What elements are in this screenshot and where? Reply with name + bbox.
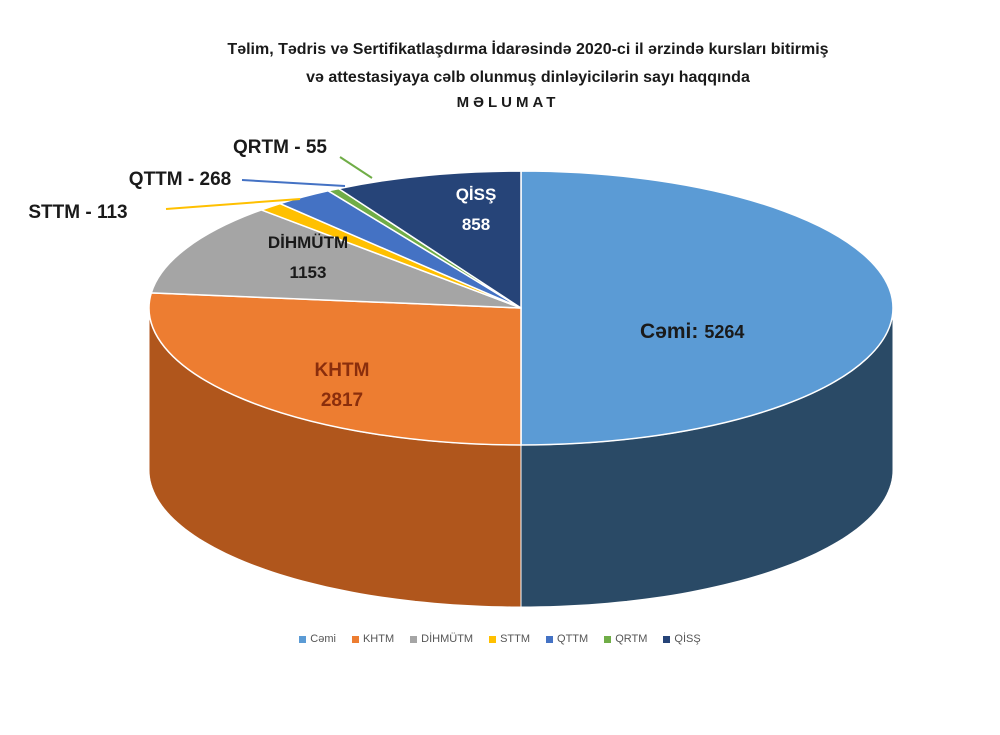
legend-item-sttm: STTM (489, 633, 530, 645)
legend-label: STTM (500, 633, 531, 645)
title-line-2: və attestasiyaya cəlb olunmuş dinləyicil… (306, 69, 750, 86)
pie-slice-cəmi (520, 170, 894, 446)
label-khtm-name: KHTM (315, 360, 370, 381)
pie-slice-qi̇sş (336, 170, 522, 310)
legend-label: Cəmi (310, 633, 336, 645)
leader-line-qrtm (339, 156, 373, 179)
legend-item-khtm: KHTM (351, 633, 395, 645)
legend-item-cəmi: Cəmi (299, 633, 336, 645)
leader-line-sttm (165, 198, 301, 210)
legend-label: QTTM (557, 633, 589, 645)
legend-swatch (663, 635, 671, 643)
legend-item-di̇hmütm: DİHMÜTM (410, 633, 473, 645)
label-name: Cəmi: (640, 320, 698, 343)
label-qi̇sş-name: QİSŞ (456, 185, 497, 204)
chart-title: Təlim, Tədris və Sertifikatlaşdırma İdar… (0, 36, 1000, 114)
legend-label: QRTM (615, 633, 648, 645)
pie-slice-di̇hmütm (150, 209, 522, 309)
pie-labels: Cəmi: 5264 KHTM 2817 DİHMÜTM 1153 QİSŞ 858 STTM … (28, 137, 744, 411)
legend: Cəmi KHTM DİHMÜTM STTM QTTM QRTM QİSŞ (0, 633, 1000, 645)
label-qttm: QTTM - 268 (129, 169, 231, 190)
label-qrtm: QRTM - 55 (233, 137, 327, 158)
legend-swatch (489, 635, 497, 643)
label-qi̇sş-value: 858 (462, 215, 490, 234)
label-di̇hmütm-value: 1153 (290, 263, 327, 282)
legend-swatch (546, 635, 554, 643)
legend-item-qttm: QTTM (546, 633, 588, 645)
legend-label: KHTM (362, 633, 395, 645)
legend-swatch (604, 635, 612, 643)
legend-item-qi̇sş: QİSŞ (663, 633, 701, 645)
pie-slices (148, 170, 894, 446)
leader-line-qttm (241, 179, 346, 187)
label-khtm-value: 2817 (321, 390, 363, 411)
label-value: 5264 (704, 322, 744, 342)
pie-slice-khtm (148, 292, 522, 446)
label-sttm: STTM - 113 (28, 202, 127, 223)
label-di̇hmütm-name: DİHMÜTM (268, 233, 348, 252)
legend-swatch (351, 635, 359, 643)
legend-label: DİHMÜTM (421, 633, 474, 645)
legend-item-qrtm: QRTM (604, 633, 647, 645)
legend-label: QİSŞ (674, 633, 701, 645)
title-heading: MƏLUMAT (456, 94, 560, 111)
legend-swatch (410, 635, 418, 643)
legend-swatch (299, 635, 307, 643)
title-line-1: Təlim, Tədris və Sertifikatlaşdırma İdar… (227, 41, 829, 58)
label-cəmi: Cəmi: 5264 (640, 320, 744, 343)
